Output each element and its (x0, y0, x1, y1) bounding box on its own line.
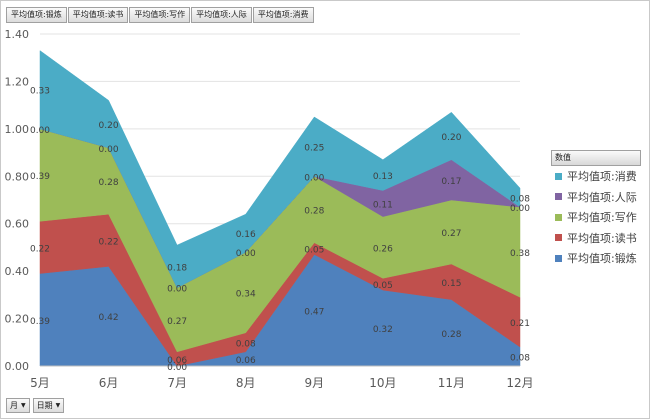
area-series-4 (39, 50, 521, 289)
data-label: 0.15 (441, 279, 461, 289)
x-tick-label: 11月 (438, 376, 465, 390)
data-label: 0.05 (373, 281, 393, 291)
data-label: 0.28 (99, 178, 119, 188)
data-label: 0.00 (167, 285, 187, 295)
legend-swatch (555, 213, 562, 221)
data-label: 0.21 (510, 319, 530, 329)
data-label: 0.06 (167, 356, 187, 366)
data-label: 0.17 (441, 177, 461, 187)
legend-swatch (555, 254, 562, 262)
y-tick-label: 0.00 (5, 360, 30, 373)
x-tick-label: 12月 (506, 376, 533, 390)
data-label: 0.26 (373, 244, 393, 254)
data-label: 0.00 (510, 204, 530, 214)
field-button-spending[interactable]: 平均值项:消费 (252, 7, 314, 23)
data-label: 0.18 (167, 263, 187, 273)
field-button-writing[interactable]: 平均值项:写作 (129, 7, 191, 23)
date-field-button[interactable]: 日期 ▼ (32, 398, 65, 413)
data-label: 0.22 (99, 237, 119, 247)
data-label: 0.28 (441, 330, 461, 340)
chart-legend: 数值 平均值项:消费 平均值项:人际 平均值项:写作 平均值项:读书 平均值项:锻炼 (551, 150, 641, 269)
data-label: 0.00 (236, 249, 256, 259)
field-button-exercise[interactable]: 平均值项:锻炼 (6, 7, 67, 23)
data-label: 0.11 (373, 201, 393, 211)
data-label: 0.05 (304, 246, 324, 256)
field-button-reading[interactable]: 平均值项:读书 (67, 7, 129, 23)
y-tick-label: 1.00 (5, 123, 30, 136)
legend-item: 平均值项:消费 (551, 166, 641, 187)
month-field-label: 月 (10, 401, 18, 410)
y-tick-label: 0.80 (5, 170, 30, 183)
data-label: 0.00 (167, 363, 187, 373)
legend-label: 平均值项:锻炼 (567, 252, 637, 266)
legend-label: 平均值项:读书 (567, 231, 637, 245)
data-label: 0.20 (441, 133, 461, 143)
x-tick-label: 7月 (167, 376, 187, 390)
data-label: 0.33 (30, 87, 50, 97)
dropdown-arrow-icon: ▼ (21, 402, 26, 409)
data-label: 0.39 (30, 317, 50, 327)
data-label: 0.06 (236, 356, 256, 366)
legend-item: 平均值项:读书 (551, 228, 641, 249)
y-tick-label: 0.40 (5, 265, 30, 278)
data-label: 0.34 (236, 289, 256, 299)
legend-items: 平均值项:消费 平均值项:人际 平均值项:写作 平均值项:读书 平均值项:锻炼 (551, 166, 641, 269)
x-tick-label: 10月 (369, 376, 396, 390)
data-label: 0.28 (304, 206, 324, 216)
legend-label: 平均值项:写作 (567, 211, 637, 225)
legend-swatch (555, 172, 562, 180)
legend-swatch (555, 234, 562, 242)
data-label: 0.00 (99, 145, 119, 155)
y-tick-label: 1.20 (5, 75, 30, 88)
legend-label: 平均值项:消费 (567, 170, 637, 184)
data-label: 0.38 (510, 249, 530, 259)
legend-item: 平均值项:写作 (551, 207, 641, 228)
axis-field-buttons: 月 ▼ 日期 ▼ (6, 398, 65, 413)
data-label: 0.13 (373, 172, 393, 182)
data-label: 0.27 (167, 317, 187, 327)
data-label: 0.27 (441, 229, 461, 239)
legend-swatch (555, 193, 562, 201)
x-tick-label: 8月 (236, 376, 256, 390)
month-field-button[interactable]: 月 ▼ (6, 398, 30, 413)
data-label: 0.39 (30, 172, 50, 182)
value-field-buttons: 平均值项:锻炼 平均值项:读书 平均值项:写作 平均值项:人际 平均值项:消费 (6, 7, 314, 23)
legend-item: 平均值项:锻炼 (551, 248, 641, 269)
data-label: 0.08 (236, 339, 256, 349)
data-label: 0.25 (304, 144, 324, 154)
data-label: 0.00 (30, 126, 50, 136)
x-tick-label: 6月 (99, 376, 119, 390)
data-label: 0.08 (510, 195, 530, 205)
legend-field-button[interactable]: 数值 (551, 150, 641, 166)
data-label: 0.20 (99, 121, 119, 131)
data-label: 0.47 (304, 307, 324, 317)
y-tick-label: 0.60 (5, 218, 30, 231)
legend-label: 平均值项:人际 (567, 190, 637, 204)
x-tick-label: 9月 (304, 376, 324, 390)
field-button-social[interactable]: 平均值项:人际 (191, 7, 252, 23)
dropdown-arrow-icon: ▼ (55, 402, 61, 409)
legend-item: 平均值项:人际 (551, 187, 641, 208)
data-label: 0.42 (99, 313, 119, 323)
y-tick-label: 1.40 (5, 28, 30, 41)
x-tick-label: 5月 (30, 376, 50, 390)
date-field-label: 日期 (36, 401, 53, 410)
y-tick-label: 0.20 (5, 313, 30, 326)
data-label: 0.00 (304, 173, 324, 183)
data-label: 0.22 (30, 244, 50, 254)
data-label: 0.16 (236, 230, 256, 240)
data-label: 0.32 (373, 325, 393, 335)
data-label: 0.08 (510, 354, 530, 364)
areas (39, 50, 521, 367)
